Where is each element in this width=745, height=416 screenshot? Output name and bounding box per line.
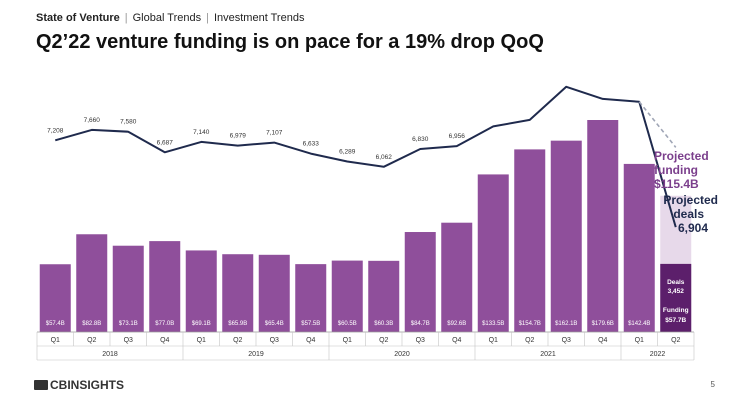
funding-bar [185, 250, 217, 332]
funding-bar [441, 222, 473, 332]
funding-value-label: $142.4B [628, 321, 650, 327]
funding-bar [368, 260, 400, 332]
deals-value-label: 7,808 [485, 113, 502, 120]
quarter-label: Q3 [416, 337, 425, 344]
breadcrumb-separator: | [124, 12, 128, 24]
quarter-label: Q2 [671, 337, 680, 344]
deals-line [54, 85, 677, 228]
deals-value-label: 6,633 [303, 141, 320, 148]
year-label: 2020 [394, 351, 410, 358]
projected-funding-callout: funding [654, 163, 698, 177]
cb-insights-logo: CBINSIGHTS [34, 378, 124, 392]
quarter-label: Q2 [233, 337, 242, 344]
quarter-label: Q4 [306, 337, 315, 344]
quarter-label: Q1 [489, 337, 498, 344]
funding-value-label: $133.5B [482, 321, 504, 327]
deals-value-label: 9,001 [595, 86, 612, 93]
projected-funding-callout: $115.4B [654, 177, 699, 191]
funding-bar [404, 232, 436, 332]
funding-value-label: $65.9B [228, 321, 247, 327]
breadcrumb-global-trends: Global Trends [132, 12, 202, 24]
deals-value-label: 6,289 [339, 149, 356, 156]
funding-value-label: $92.6B [447, 321, 466, 327]
funding-bar [222, 254, 254, 332]
funding-bar [550, 140, 582, 332]
deals-value-label: 6,956 [449, 133, 466, 140]
year-label: 2018 [102, 351, 118, 358]
quarter-label: Q1 [343, 337, 352, 344]
year-label: 2022 [650, 351, 666, 358]
funding-bar [76, 234, 108, 332]
current-deals-label: Deals [667, 279, 685, 286]
funding-value-label: $57.5B [301, 321, 320, 327]
deals-value-label: 7,208 [47, 127, 64, 134]
funding-value-label: $60.5B [338, 321, 357, 327]
funding-bar [295, 264, 327, 332]
quarter-label: Q1 [51, 337, 60, 344]
year-label: 2019 [248, 351, 264, 358]
cb-insights-logo-mark-icon [34, 380, 48, 390]
projected-funding-callout: Projected [654, 149, 709, 163]
funding-bar [112, 245, 144, 332]
funding-value-label: $162.1B [555, 321, 577, 327]
funding-bar [623, 163, 655, 332]
quarter-label: Q3 [124, 337, 133, 344]
deals-value-label: 7,140 [193, 129, 210, 136]
quarter-label: Q4 [598, 337, 607, 344]
quarter-label: Q1 [197, 337, 206, 344]
quarter-label: Q2 [525, 337, 534, 344]
deals-value-label: 8,093 [522, 107, 539, 114]
funding-value-label: $57.4B [46, 321, 65, 327]
funding-bar [587, 120, 619, 332]
page-number: 5 [710, 380, 715, 389]
funding-bar [331, 260, 363, 332]
funding-value-label: $69.1B [192, 321, 211, 327]
year-label: 2021 [540, 351, 556, 358]
page-title: Q2’22 venture funding is on pace for a 1… [36, 31, 544, 53]
projected-deals-callout: 6,904 [678, 221, 708, 235]
funding-value-label: $82.8B [82, 321, 101, 327]
breadcrumb-separator: | [206, 12, 209, 24]
current-funding-value: $57.7B [665, 317, 686, 324]
current-deals-value: 3,452 [668, 288, 685, 295]
quarter-label: Q3 [270, 337, 279, 344]
funding-value-label: $77.0B [155, 321, 174, 327]
quarter-label: Q2 [87, 337, 96, 344]
projected-deals-callout: Projected [663, 193, 718, 207]
projected-deals-callout: deals [673, 207, 704, 221]
quarter-label: Q1 [635, 337, 644, 344]
breadcrumb-brand: State of Venture [36, 12, 120, 24]
quarter-label: Q3 [562, 337, 571, 344]
current-quarter-funding-bar [660, 263, 692, 332]
breadcrumb-investment-trends: Investment Trends [213, 12, 305, 24]
funding-bar [477, 174, 509, 332]
funding-bar [149, 241, 181, 332]
deals-value-label: 6,062 [376, 154, 393, 161]
funding-bar [39, 264, 71, 332]
deals-value-label: 7,580 [120, 119, 137, 126]
cb-insights-logo-text: CBINSIGHTS [50, 378, 125, 392]
funding-value-label: $60.3B [374, 321, 393, 327]
funding-value-label: $84.7B [411, 321, 430, 327]
funding-bar [514, 149, 546, 332]
quarter-label: Q4 [160, 337, 169, 344]
current-funding-label: Funding [663, 307, 689, 314]
funding-value-label: $65.4B [265, 321, 284, 327]
deals-value-label: 6,979 [230, 133, 247, 140]
quarter-label: Q4 [452, 337, 461, 344]
deals-value-label: 6,830 [412, 136, 429, 143]
quarter-label: Q2 [379, 337, 388, 344]
deals-value-label: 6,687 [157, 139, 174, 146]
deals-value-label: 7,107 [266, 130, 283, 137]
funding-bar [258, 254, 290, 332]
breadcrumb: State of Venture | Global Trends | Investmen… [36, 12, 304, 24]
funding-value-label: $179.6B [592, 321, 614, 327]
deals-value-label: 8,876 [631, 89, 648, 96]
deals-value-label: 7,660 [84, 117, 101, 124]
projected-deals-line [638, 101, 677, 148]
funding-value-label: $154.7B [519, 321, 541, 327]
funding-value-label: $73.1B [119, 321, 138, 327]
deals-value-label: 9,524 [558, 74, 575, 81]
